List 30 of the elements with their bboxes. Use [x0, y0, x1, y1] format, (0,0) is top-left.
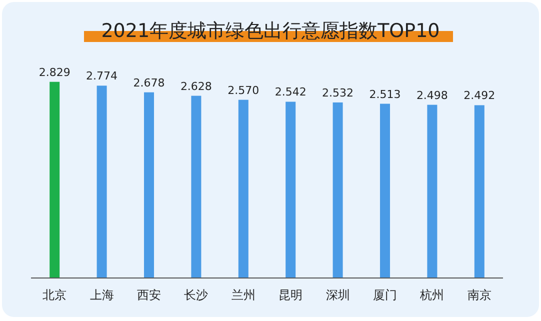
bar: [50, 82, 60, 278]
x-tick-label: 深圳: [326, 288, 350, 302]
bar: [238, 100, 248, 278]
x-tick-label: 南京: [467, 288, 492, 302]
bar: [286, 102, 296, 278]
data-label: 2.532: [322, 86, 354, 100]
data-label: 2.492: [464, 89, 496, 102]
data-label: 2.542: [274, 86, 306, 99]
data-label: 2.678: [133, 76, 165, 90]
x-tick-label: 长沙: [184, 288, 208, 302]
data-label: 2.513: [369, 88, 401, 101]
data-label: 2.498: [416, 88, 448, 102]
data-label: 2.774: [86, 70, 118, 83]
bar: [474, 105, 484, 278]
bar: [380, 104, 390, 278]
bar: [191, 96, 202, 278]
bar: [332, 102, 343, 278]
data-label: 2.628: [180, 80, 212, 93]
data-label: 2.829: [38, 66, 70, 79]
bar: [96, 86, 107, 278]
x-tick-label: 上海: [90, 288, 114, 302]
x-tick-label: 北京: [42, 288, 67, 302]
data-label: 2.570: [228, 84, 260, 97]
x-tick-label: 杭州: [419, 288, 444, 302]
bar: [144, 92, 154, 278]
x-tick-label: 昆明: [278, 288, 303, 302]
bar: [427, 104, 438, 278]
x-tick-label: 厦门: [373, 288, 397, 302]
x-tick-label: 西安: [137, 288, 161, 302]
x-tick-label: 兰州: [231, 288, 256, 302]
